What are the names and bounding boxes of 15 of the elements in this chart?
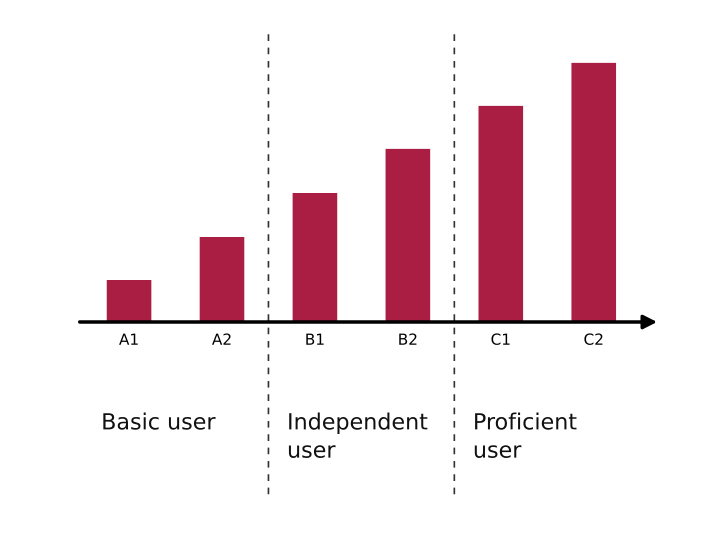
- bar: [292, 192, 338, 322]
- text: Proficient user: [474, 412, 576, 458]
- x-tick-label: A1: [119, 334, 138, 345]
- bar: [106, 280, 152, 322]
- x-tick-label: C1: [491, 333, 510, 345]
- bar: [571, 62, 616, 322]
- text: Basic user: [103, 412, 216, 430]
- x-tick-label: B2: [399, 333, 416, 345]
- x-tick-label: B1: [306, 334, 324, 345]
- bar: [478, 106, 524, 322]
- bar: [200, 237, 244, 322]
- x-tick-label: C2: [584, 333, 602, 345]
- bar: [386, 148, 430, 322]
- text: Independent user: [288, 412, 428, 458]
- x-tick-label: A2: [212, 333, 231, 345]
